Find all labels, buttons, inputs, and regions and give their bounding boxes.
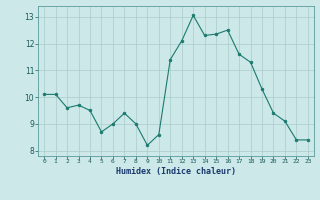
X-axis label: Humidex (Indice chaleur): Humidex (Indice chaleur) xyxy=(116,167,236,176)
